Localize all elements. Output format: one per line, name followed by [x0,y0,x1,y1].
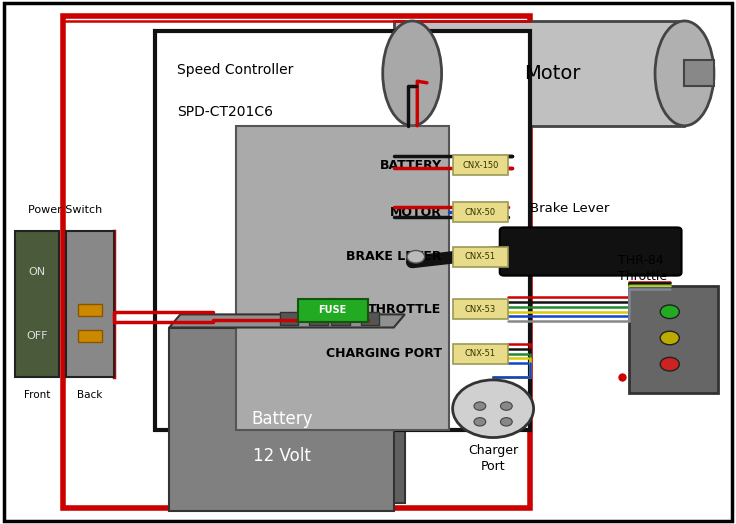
Circle shape [453,380,534,438]
Bar [453,299,508,319]
Text: MOTOR: MOTOR [390,206,442,219]
Text: Motor: Motor [524,64,580,83]
Bar [66,231,114,377]
Bar [331,312,350,325]
Bar [684,60,714,86]
Bar [629,286,718,393]
Text: Throttle: Throttle [618,270,668,283]
Circle shape [474,418,486,426]
Text: CNX-51: CNX-51 [464,252,496,261]
Bar [15,231,59,377]
Text: BRAKE LEVER: BRAKE LEVER [346,250,442,263]
Text: CNX-53: CNX-53 [464,304,496,314]
Text: BATTERY: BATTERY [380,159,442,171]
Text: SPD-CT201C6: SPD-CT201C6 [177,105,272,119]
Text: Battery: Battery [251,410,313,428]
Bar [78,331,102,342]
Bar [155,31,530,430]
Circle shape [660,331,679,345]
Bar [361,312,379,325]
Text: Speed Controller: Speed Controller [177,63,293,77]
Circle shape [474,402,486,410]
Polygon shape [169,314,405,328]
Text: CNX-150: CNX-150 [462,160,498,170]
Bar [169,328,394,511]
Text: THROTTLE: THROTTLE [368,303,442,315]
Circle shape [500,418,512,426]
FancyBboxPatch shape [500,227,682,276]
Bar [453,247,508,267]
Text: CHARGING PORT: CHARGING PORT [325,347,442,360]
Bar [280,312,298,325]
Text: Power Switch: Power Switch [28,205,102,215]
Bar [453,202,508,222]
Circle shape [407,250,425,263]
Bar [309,312,328,325]
Circle shape [660,305,679,319]
Text: Back: Back [77,390,102,400]
Text: THR-84: THR-84 [618,254,664,267]
Bar [236,126,449,430]
Text: Port: Port [481,460,506,473]
Ellipse shape [655,21,714,126]
Text: ON: ON [28,267,46,277]
Bar [453,155,508,175]
Bar [453,344,508,364]
Text: Front: Front [24,390,50,400]
Text: Charger: Charger [468,444,518,457]
Bar [180,314,405,503]
Circle shape [500,402,512,410]
Bar [394,21,684,126]
Bar [78,304,102,315]
Ellipse shape [383,21,442,126]
Circle shape [660,357,679,371]
Bar [298,299,368,322]
Text: Brake Lever: Brake Lever [530,202,609,215]
Text: FUSE: FUSE [319,305,347,315]
Text: OFF: OFF [26,331,48,341]
Text: CNX-51: CNX-51 [464,349,496,358]
Text: CNX-50: CNX-50 [464,208,496,217]
Text: 12 Volt: 12 Volt [253,447,311,465]
Bar [63,16,530,508]
